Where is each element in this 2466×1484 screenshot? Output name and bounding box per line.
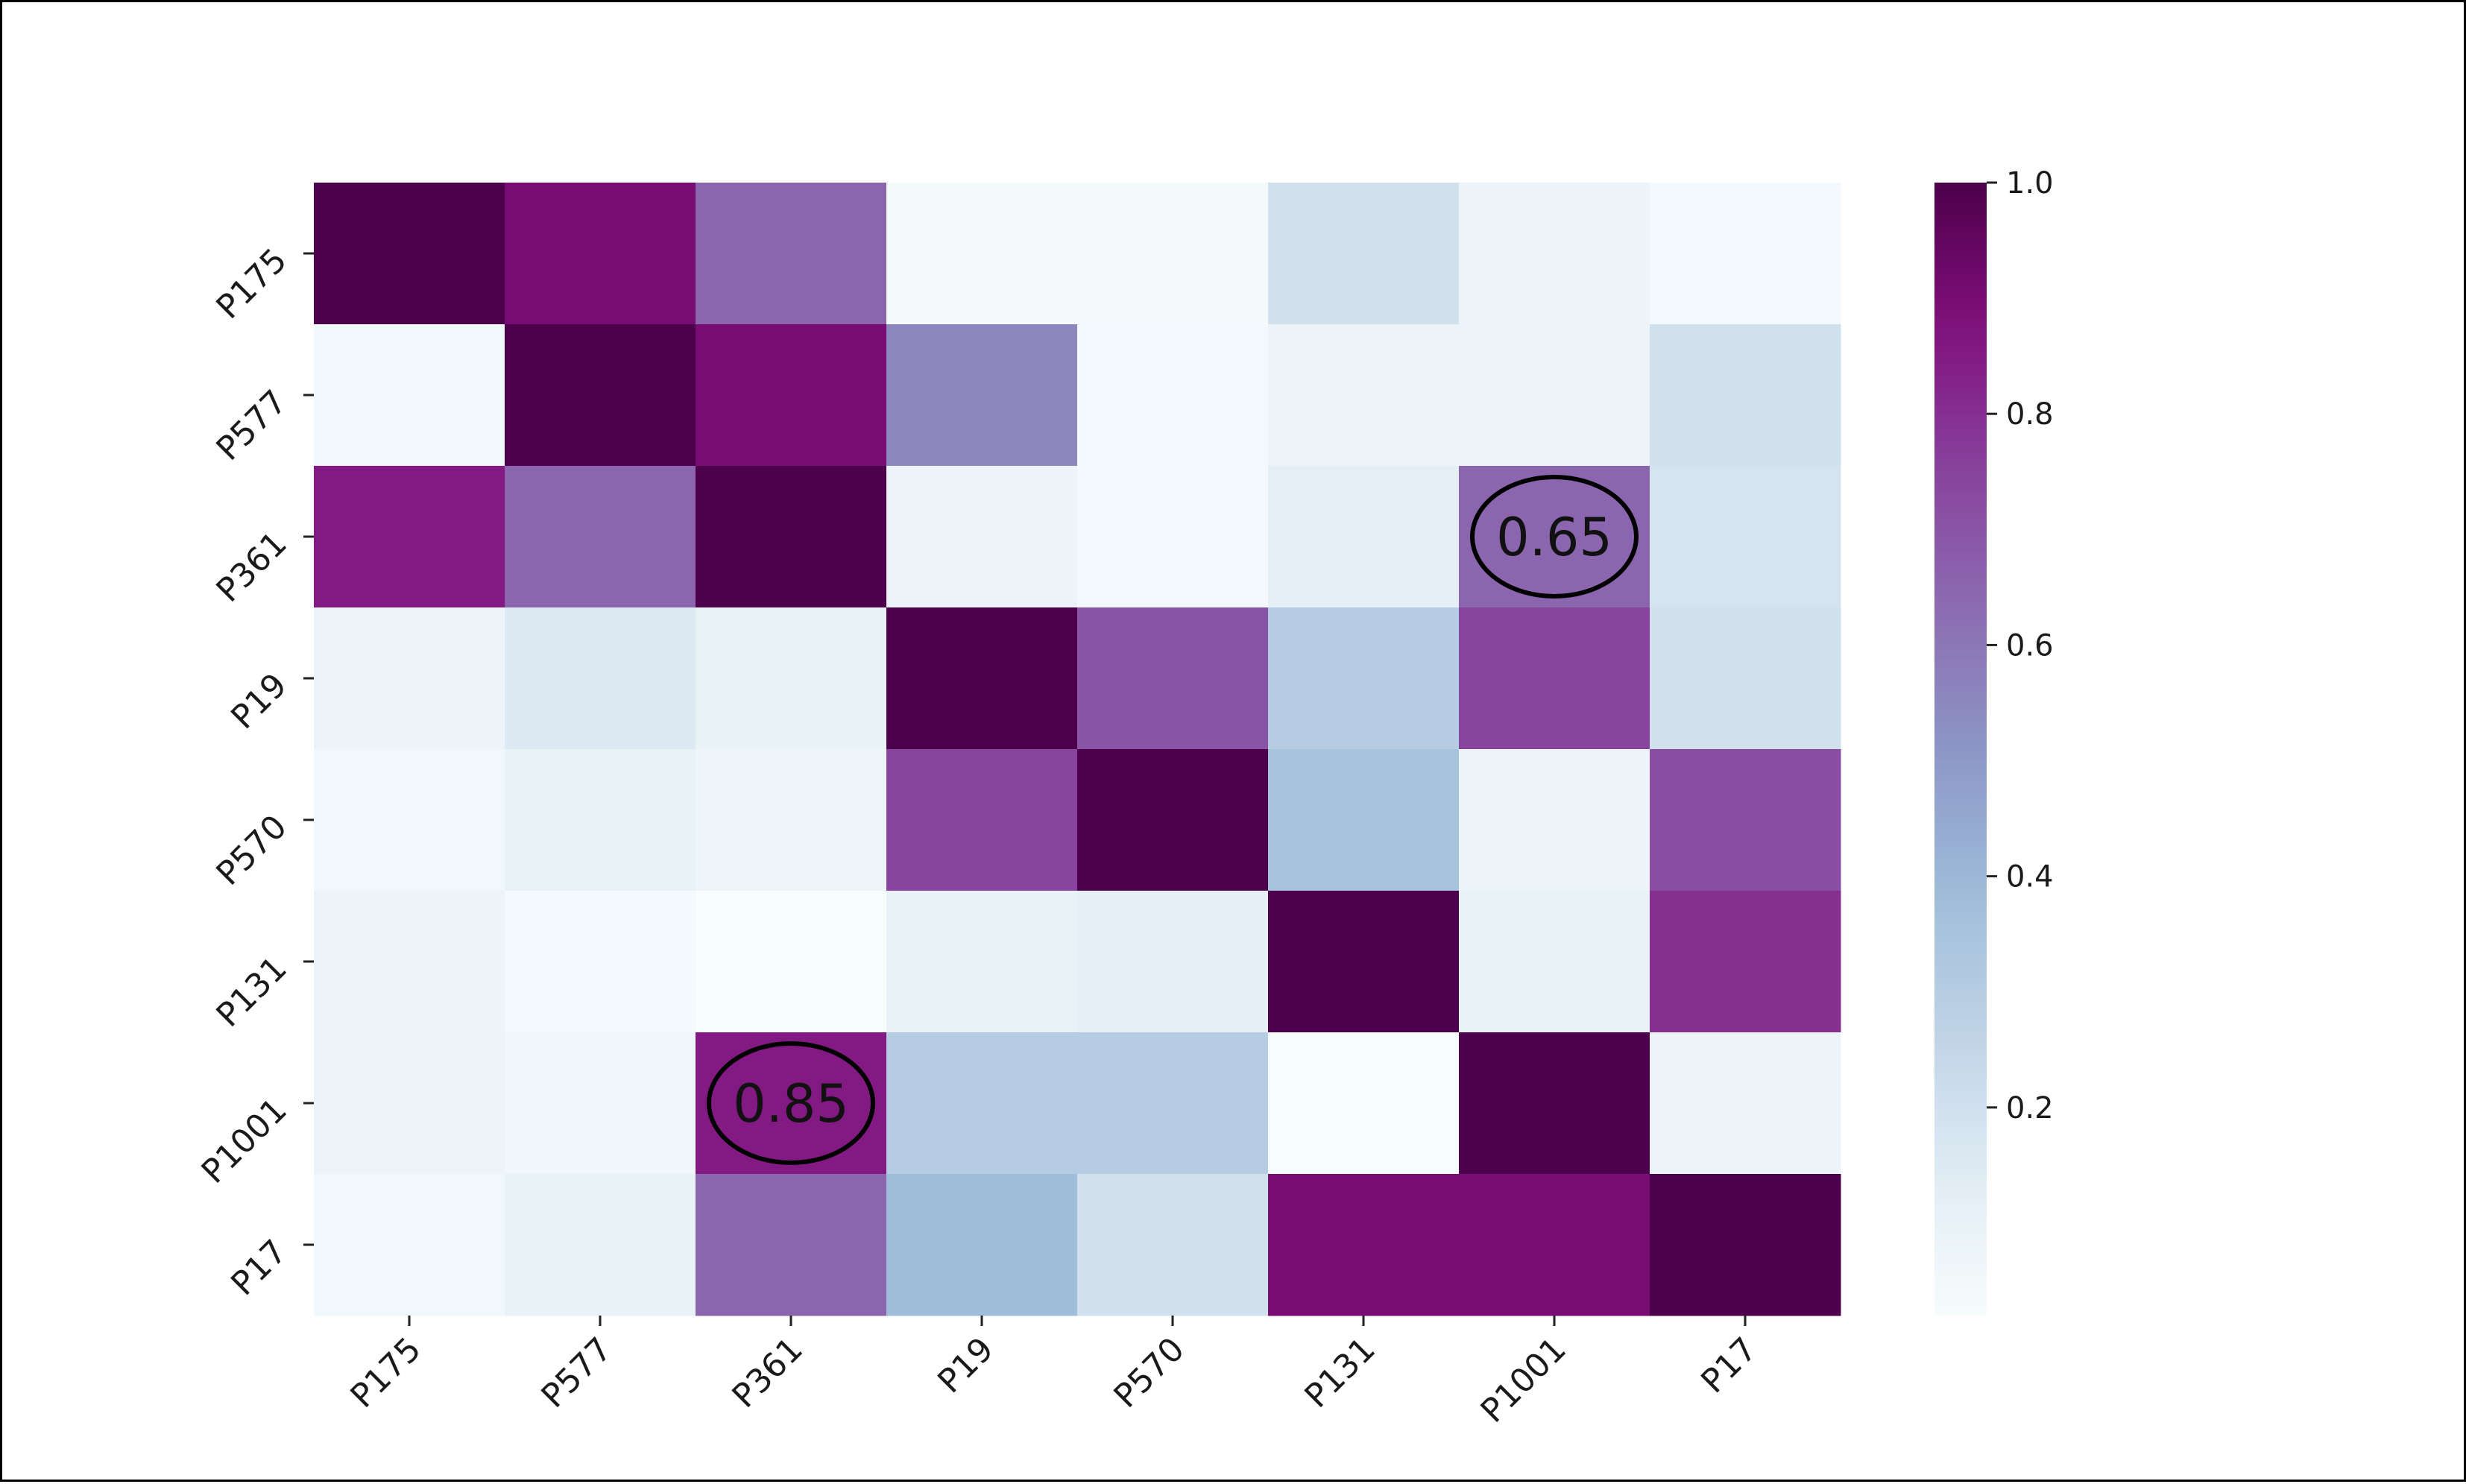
- heatmap-cell-P577-P577: [505, 324, 696, 467]
- x-tick-label-P131: P131: [1298, 1330, 1383, 1415]
- heatmap-cell-P175-P361: [696, 183, 887, 325]
- heatmap-cell-P131-P577: [505, 891, 696, 1033]
- heatmap-cell-P577-P17: [1650, 324, 1841, 467]
- heatmap-cell-P1001-P1001: [1459, 1032, 1650, 1175]
- heatmap-cell-P361-P577: [505, 466, 696, 608]
- heatmap-cell-P1001-P175: [314, 1032, 505, 1175]
- y-tick-label-P361: P361: [209, 525, 294, 610]
- heatmap-cell-P577-P19: [886, 324, 1078, 467]
- heatmap-cell-P131-P570: [1077, 891, 1269, 1033]
- x-tick-label-P361: P361: [725, 1330, 810, 1415]
- heatmap-cell-P570-P570: [1077, 749, 1269, 891]
- heatmap-cell-P1001-P131: [1268, 1032, 1460, 1175]
- colorbar-tick-label-0.2: 0.2: [2006, 1091, 2054, 1125]
- colorbar-gradient: [1934, 183, 1987, 1316]
- annotation-circle: [707, 1041, 875, 1165]
- heatmap-cell-P577-P361: [696, 324, 887, 467]
- heatmap-cell-P17-P577: [505, 1174, 696, 1316]
- annotation-circle: [1470, 475, 1639, 599]
- colorbar-tick-label-1.0: 1.0: [2006, 166, 2054, 201]
- heatmap-cell-P19-P361: [696, 607, 887, 750]
- heatmap-cell-P1001-P19: [886, 1032, 1078, 1175]
- y-tick-label-P570: P570: [209, 808, 294, 893]
- x-tick-label-P17: P17: [1694, 1330, 1764, 1401]
- heatmap-cell-P131-P361: [696, 891, 887, 1033]
- heatmap-cells: [314, 183, 1841, 1316]
- heatmap-cell-P17-P361: [696, 1174, 887, 1316]
- y-tick-label-P19: P19: [224, 666, 294, 736]
- heatmap-cell-P570-P175: [314, 749, 505, 891]
- y-axis: P175 P577 P361 P19 P570 P131 P1001 P17: [195, 241, 314, 1303]
- heatmap-cell-P131-P175: [314, 891, 505, 1033]
- heatmap-cell-P577-P131: [1268, 324, 1460, 467]
- heatmap-cell-P570-P1001: [1459, 749, 1650, 891]
- heatmap-cell-P361-P131: [1268, 466, 1460, 608]
- x-tick-label-P1001: P1001: [1474, 1330, 1574, 1430]
- heatmap-cell-P1001-P361: [696, 1032, 887, 1175]
- annotations: 0.65 0.85: [707, 475, 1639, 1165]
- x-tick-label-P19: P19: [930, 1330, 1000, 1401]
- heatmap-cell-P19-P1001: [1459, 607, 1650, 750]
- heatmap-cell-P17-P570: [1077, 1174, 1269, 1316]
- heatmap-cell-P175-P19: [886, 183, 1078, 325]
- heatmap-cell-P17-P17: [1650, 1174, 1841, 1316]
- heatmap-cell-P570-P577: [505, 749, 696, 891]
- y-tick-label-P175: P175: [209, 241, 294, 326]
- heatmap-cell-P361-P570: [1077, 466, 1269, 608]
- heatmap-cell-P19-P175: [314, 607, 505, 750]
- heatmap-cell-P570-P17: [1650, 749, 1841, 891]
- heatmap-cell-P19-P131: [1268, 607, 1460, 750]
- y-tick-label-P1001: P1001: [195, 1091, 294, 1191]
- heatmap-cell-P361-P17: [1650, 466, 1841, 608]
- heatmap-cell-P175-P131: [1268, 183, 1460, 325]
- heatmap-cell-P361-P19: [886, 466, 1078, 608]
- heatmap-cell-P19-P17: [1650, 607, 1841, 750]
- heatmap-cell-P577-P570: [1077, 324, 1269, 467]
- x-tick-label-P570: P570: [1107, 1330, 1192, 1415]
- heatmap-cell-P131-P131: [1268, 891, 1460, 1033]
- heatmap-cell-P1001-P17: [1650, 1032, 1841, 1175]
- colorbar-tick-label-0.4: 0.4: [2006, 860, 2054, 894]
- x-axis: P175 P577 P361 P19 P570 P131 P1001 P17: [344, 1316, 1765, 1430]
- x-tick-label-P175: P175: [344, 1330, 429, 1415]
- heatmap-cell-P1001-P570: [1077, 1032, 1269, 1175]
- annotation-label: 0.85: [733, 1073, 849, 1134]
- annotation-label: 0.65: [1496, 507, 1612, 568]
- heatmap-cell-P577-P1001: [1459, 324, 1650, 467]
- x-tick-label-P577: P577: [534, 1330, 619, 1415]
- heatmap-cell-P175-P17: [1650, 183, 1841, 325]
- heatmap-cell-P19-P577: [505, 607, 696, 750]
- colorbar-tick-label-0.6: 0.6: [2006, 628, 2054, 663]
- y-tick-label-P17: P17: [224, 1233, 294, 1303]
- y-tick-label-P577: P577: [209, 383, 294, 468]
- heatmap-cell-P19-P19: [886, 607, 1078, 750]
- y-tick-label-P131: P131: [209, 950, 294, 1035]
- heatmap-cell-P577-P175: [314, 324, 505, 467]
- heatmap-cell-P131-P19: [886, 891, 1078, 1033]
- heatmap-cell-P361-P361: [696, 466, 887, 608]
- heatmap-cell-P131-P17: [1650, 891, 1841, 1033]
- heatmap-cell-P361-P1001: [1459, 466, 1650, 608]
- heatmap-cell-P175-P577: [505, 183, 696, 325]
- heatmap-cell-P570-P19: [886, 749, 1078, 891]
- heatmap-cell-P1001-P577: [505, 1032, 696, 1175]
- colorbar: 0.2 0.4 0.6 0.8 1.0: [1934, 166, 2054, 1316]
- heatmap-cell-P175-P570: [1077, 183, 1269, 325]
- heatmap-cell-P361-P175: [314, 466, 505, 608]
- heatmap-cell-P17-P175: [314, 1174, 505, 1316]
- colorbar-tick-label-0.8: 0.8: [2006, 397, 2054, 432]
- heatmap-cell-P175-P175: [314, 183, 505, 325]
- heatmap-cell-P570-P361: [696, 749, 887, 891]
- heatmap-cell-P17-P19: [886, 1174, 1078, 1316]
- heatmap-cell-P570-P131: [1268, 749, 1460, 891]
- heatmap-cell-P17-P131: [1268, 1174, 1460, 1316]
- heatmap-cell-P131-P1001: [1459, 891, 1650, 1033]
- heatmap-cell-P19-P570: [1077, 607, 1269, 750]
- heatmap-cell-P175-P1001: [1459, 183, 1650, 325]
- heatmap-cell-P17-P1001: [1459, 1174, 1650, 1316]
